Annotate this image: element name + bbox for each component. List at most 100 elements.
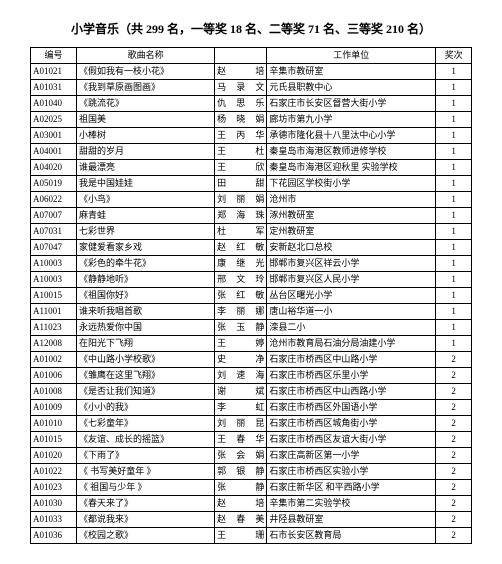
cell-award: 2	[436, 480, 472, 496]
table-row: A07031七彩世界杜 军定州教研室1	[31, 224, 472, 240]
table-row: A01030《春天来了》赵 培辛集市第二实验学校2	[31, 496, 472, 512]
cell-song: 永远热爱你中国	[77, 320, 215, 336]
cell-name: 王 杜	[215, 144, 267, 160]
header-award: 奖次	[436, 48, 472, 64]
cell-award: 1	[436, 80, 472, 96]
cell-unit: 辛集市教研室	[267, 64, 436, 80]
table-row: A01015《友谊、成长的摇篮》王春华石家庄市桥西区友谊大街小学2	[31, 432, 472, 448]
cell-id: A04020	[31, 160, 77, 176]
cell-unit: 石家庄市桥西区实验小学	[267, 464, 436, 480]
cell-name: 李 虹	[215, 400, 267, 416]
header-name	[215, 48, 267, 64]
table-row: A11001谁来听我唱首歌李丽娜唐山裕华道一小1	[31, 304, 472, 320]
cell-unit: 邯郸市复兴区人民小学	[267, 272, 436, 288]
cell-name: 张红敏	[215, 288, 267, 304]
cell-unit: 滦县二小	[267, 320, 436, 336]
cell-song: 甜甜的岁月	[77, 144, 215, 160]
cell-id: A07007	[31, 208, 77, 224]
cell-award: 1	[436, 128, 472, 144]
cell-song: 《彩色的牵牛花》	[77, 256, 215, 272]
table-row: A01031《我到草原画图画》马录文元氏县职教中心1	[31, 80, 472, 96]
table-row: A11023永远热爱你中国张玉静滦县二小1	[31, 320, 472, 336]
cell-unit: 元氏县职教中心	[267, 80, 436, 96]
cell-unit: 涿州教研室	[267, 208, 436, 224]
cell-id: A11023	[31, 320, 77, 336]
cell-id: A01022	[31, 464, 77, 480]
cell-unit: 石家庄新华区 和平西路小学	[267, 480, 436, 496]
cell-award: 2	[436, 400, 472, 416]
cell-song: 麻青蛙	[77, 208, 215, 224]
cell-award: 1	[436, 64, 472, 80]
cell-award: 1	[436, 288, 472, 304]
table-row: A01021《假如我有一枝小花》赵 培辛集市教研室1	[31, 64, 472, 80]
cell-name: 杜 军	[215, 224, 267, 240]
cell-song: 在阳光下飞翔	[77, 336, 215, 352]
cell-name: 王丙华	[215, 128, 267, 144]
cell-id: A01009	[31, 400, 77, 416]
cell-id: A04001	[31, 144, 77, 160]
cell-song: 《都说我来》	[77, 512, 215, 528]
cell-unit: 秦皇岛市海港区教师进修学校	[267, 144, 436, 160]
cell-award: 2	[436, 416, 472, 432]
header-id: 编号	[31, 48, 77, 64]
cell-song: 《校园之歌》	[77, 528, 215, 544]
cell-name: 王 欣	[215, 160, 267, 176]
cell-award: 2	[436, 432, 472, 448]
cell-id: A01031	[31, 80, 77, 96]
cell-song: 《跳流花》	[77, 96, 215, 112]
cell-id: A10015	[31, 288, 77, 304]
cell-award: 2	[436, 448, 472, 464]
cell-song: 我是中国娃娃	[77, 176, 215, 192]
table-row: A07047家健爱看家乡戏赵红敏安新赵北口总校1	[31, 240, 472, 256]
table-row: A01020《下雨了》张会娟石家庄高新区第一小学2	[31, 448, 472, 464]
cell-award: 2	[436, 512, 472, 528]
cell-award: 1	[436, 160, 472, 176]
cell-award: 1	[436, 304, 472, 320]
cell-award: 1	[436, 112, 472, 128]
cell-song: 谁来听我唱首歌	[77, 304, 215, 320]
cell-id: A02025	[31, 112, 77, 128]
cell-award: 1	[436, 240, 472, 256]
table-row: A06022《小鸟》刘丽娟沧州市1	[31, 192, 472, 208]
table-row: A01022《 书写美好童年 》郭银静石家庄市桥西区实验小学2	[31, 464, 472, 480]
cell-unit: 石家庄市桥西区城角街小学	[267, 416, 436, 432]
cell-unit: 邯郸市复兴区祥云小学	[267, 256, 436, 272]
table-row: A02025祖国美杨晓娟廊坊市第九小学1	[31, 112, 472, 128]
cell-song: 《雏鹰在这里飞翔》	[77, 368, 215, 384]
table-row: A01023《 祖国与少年 》张 静石家庄新华区 和平西路小学2	[31, 480, 472, 496]
cell-id: A10003	[31, 272, 77, 288]
cell-award: 1	[436, 208, 472, 224]
cell-id: A01023	[31, 480, 77, 496]
cell-unit: 石家庄市桥西区中山路小学	[267, 352, 436, 368]
table-row: A01010《七彩童年》刘丽昆石家庄市桥西区城角街小学2	[31, 416, 472, 432]
cell-name: 李丽娜	[215, 304, 267, 320]
cell-name: 张会娟	[215, 448, 267, 464]
cell-award: 1	[436, 320, 472, 336]
cell-id: A10003	[31, 256, 77, 272]
table-row: A03001小棒树王丙华承德市隆化县十八里汰中心小学1	[31, 128, 472, 144]
table-row: A01006《雏鹰在这里飞翔》刘速海石家庄市桥西区乐里小学2	[31, 368, 472, 384]
cell-song: 《是否让我们知道》	[77, 384, 215, 400]
cell-name: 王 珊	[215, 528, 267, 544]
cell-name: 邢文玲	[215, 272, 267, 288]
table-row: A01040《跳流花》仇思乐石家庄市长安区督营大街小学1	[31, 96, 472, 112]
cell-award: 1	[436, 272, 472, 288]
cell-song: 《我到草原画图画》	[77, 80, 215, 96]
cell-name: 刘丽娟	[215, 192, 267, 208]
cell-award: 1	[436, 256, 472, 272]
cell-unit: 井陉县教研室	[267, 512, 436, 528]
table-row: A04001甜甜的岁月王 杜秦皇岛市海港区教师进修学校1	[31, 144, 472, 160]
cell-song: 七彩世界	[77, 224, 215, 240]
table-row: A05019我是中国娃娃田 甜下花园区学校街小学1	[31, 176, 472, 192]
cell-id: A01006	[31, 368, 77, 384]
cell-unit: 石家庄市桥西区友谊大街小学	[267, 432, 436, 448]
cell-award: 1	[436, 192, 472, 208]
cell-song: 《静静地听》	[77, 272, 215, 288]
cell-song: 《春天来了》	[77, 496, 215, 512]
cell-song: 家健爱看家乡戏	[77, 240, 215, 256]
cell-song: 小棒树	[77, 128, 215, 144]
cell-award: 1	[436, 144, 472, 160]
cell-award: 2	[436, 496, 472, 512]
award-table: 编号 歌曲名称 工作单位 奖次 A01021《假如我有一枝小花》赵 培辛集市教研…	[30, 47, 472, 544]
cell-unit: 安新赵北口总校	[267, 240, 436, 256]
